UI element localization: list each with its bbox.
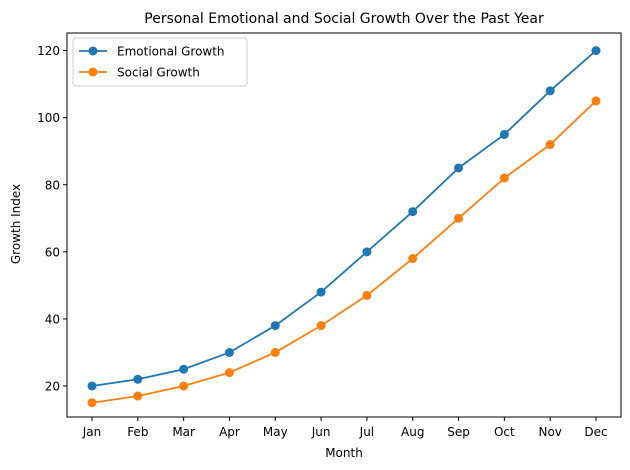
data-point: [87, 398, 97, 408]
data-point: [545, 140, 555, 150]
y-tick-label: 20: [45, 379, 60, 393]
legend-label: Emotional Growth: [117, 45, 225, 59]
data-point: [224, 368, 234, 378]
data-point: [591, 96, 601, 106]
data-point: [179, 364, 189, 374]
x-tick-label: Jun: [311, 425, 331, 439]
data-point: [362, 290, 372, 300]
plot-frame: [66, 32, 622, 418]
data-point: [179, 381, 189, 391]
legend-box: [72, 37, 248, 87]
data-point: [270, 321, 280, 331]
x-tick-label: Nov: [538, 425, 561, 439]
y-tick-label: 100: [37, 111, 60, 125]
data-point: [454, 213, 464, 223]
y-axis-label: Growth Index: [9, 184, 23, 264]
chart-title: Personal Emotional and Social Growth Ove…: [144, 11, 544, 27]
data-point: [591, 46, 601, 56]
data-point: [454, 163, 464, 173]
x-tick-label: May: [263, 425, 288, 439]
x-tick-label: Apr: [219, 425, 240, 439]
x-axis-label: Month: [325, 446, 363, 460]
series-line-1: [91, 100, 597, 404]
x-tick-label: Jul: [359, 425, 374, 439]
legend-marker: [88, 46, 98, 56]
data-point: [499, 129, 509, 139]
x-tick-label: Aug: [401, 425, 424, 439]
data-point: [224, 347, 234, 357]
x-tick-label: Jan: [82, 425, 102, 439]
y-tick-label: 40: [45, 312, 60, 326]
data-point: [133, 391, 143, 401]
legend-marker: [88, 67, 98, 77]
data-point: [499, 173, 509, 183]
data-point: [408, 254, 418, 264]
legend: Emotional Growth Social Growth: [72, 37, 248, 87]
data-point: [408, 207, 418, 217]
x-tick-label: Dec: [584, 425, 607, 439]
series-line-0: [91, 49, 597, 387]
x-tick-label: Sep: [447, 425, 470, 439]
data-point: [362, 247, 372, 257]
y-tick-label: 120: [37, 44, 60, 58]
legend-label: Social Growth: [117, 66, 200, 80]
y-tick-label: 80: [45, 178, 60, 192]
data-point: [316, 287, 326, 297]
plot-area: Jan Feb Mar Apr May Jun Jul Aug Sep Oct Nov Dec 20 40…: [37, 32, 622, 439]
data-point: [316, 321, 326, 331]
y-tick-label: 60: [45, 245, 60, 259]
data-point: [133, 374, 143, 384]
data-point: [87, 381, 97, 391]
data-point: [270, 347, 280, 357]
data-point: [545, 86, 555, 96]
x-tick-label: Oct: [494, 425, 515, 439]
x-tick-label: Mar: [172, 425, 195, 439]
x-tick-label: Feb: [127, 425, 148, 439]
